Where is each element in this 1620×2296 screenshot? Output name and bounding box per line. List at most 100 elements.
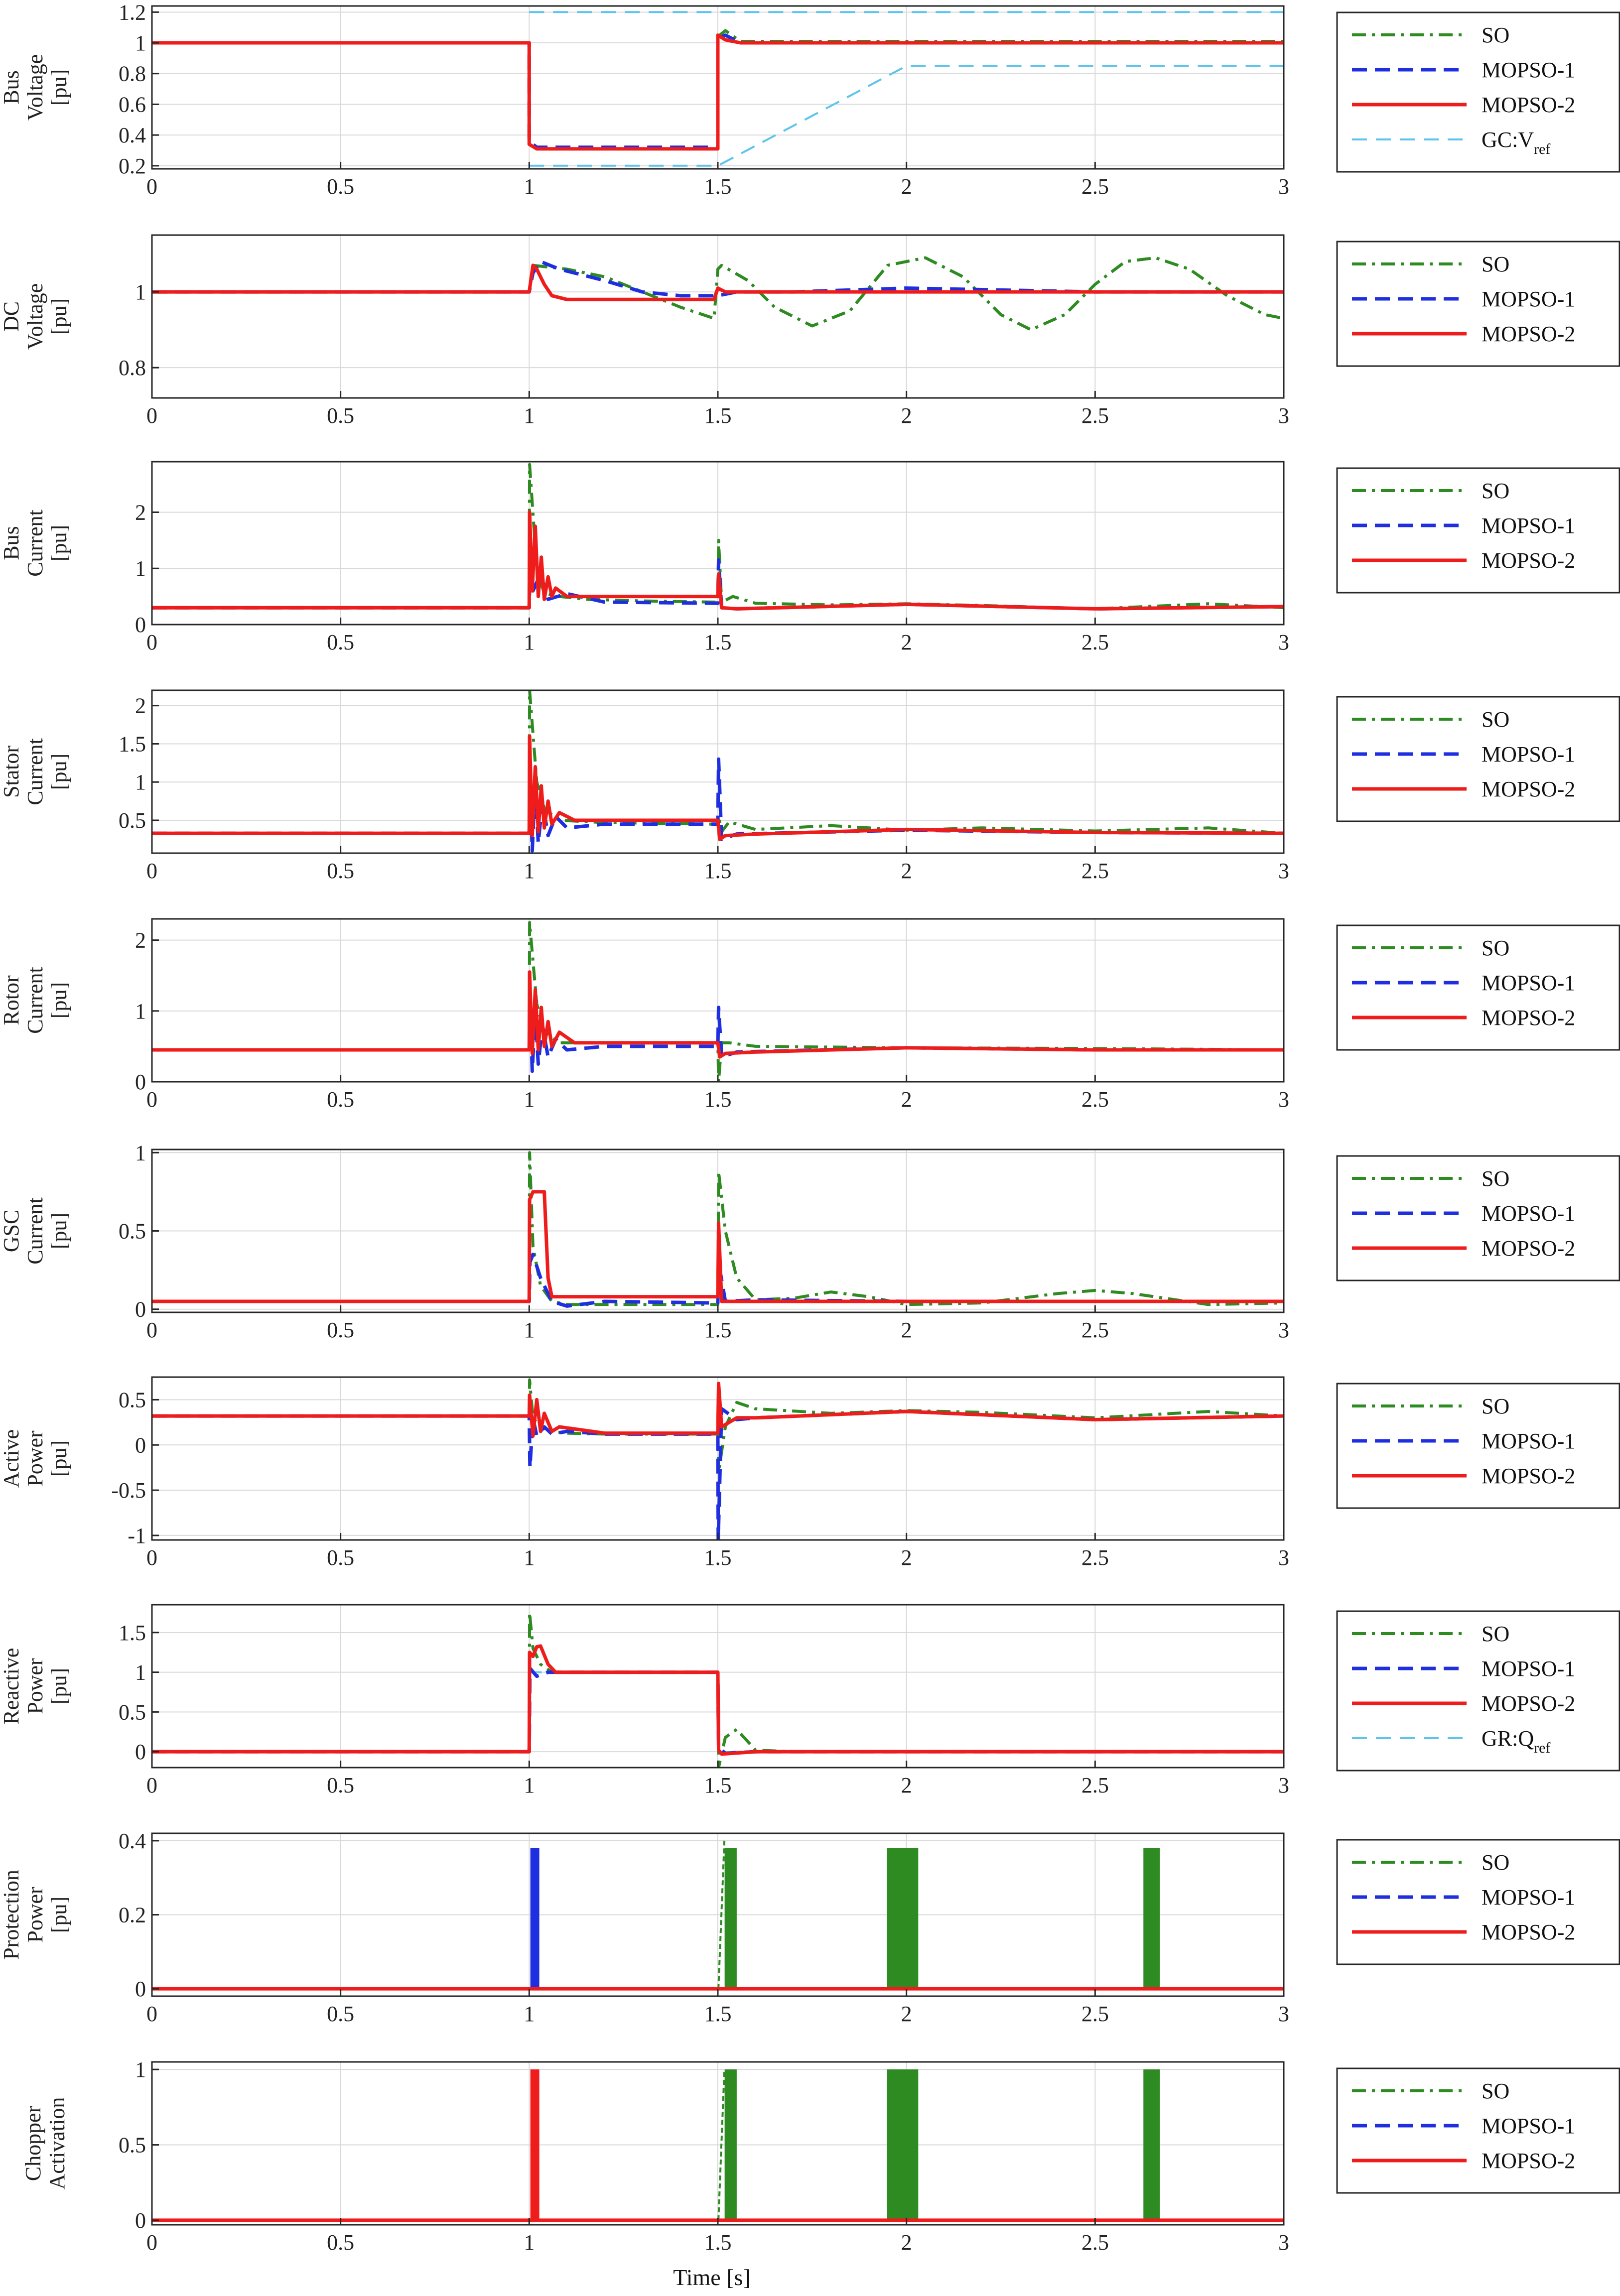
legend-label: MOPSO-2	[1482, 93, 1575, 117]
legend-label: SO	[1482, 479, 1509, 503]
legend-label: MOPSO-1	[1482, 1885, 1575, 1910]
x-tick-label: 3	[1278, 859, 1289, 883]
x-tick-label: 0.5	[327, 2230, 354, 2255]
x-tick-label: 0.5	[327, 859, 354, 883]
x-tick-label: 2	[901, 630, 912, 654]
x-tick-label: 2.5	[1081, 1545, 1109, 1570]
y-axis-label: GSC	[0, 1210, 23, 1253]
y-axis-label: Active	[0, 1429, 23, 1488]
legend-label: MOPSO-2	[1482, 1464, 1575, 1488]
x-tick-label: 0	[146, 174, 157, 199]
burst-mopso-2	[531, 2069, 539, 2220]
x-tick-label: 2	[901, 859, 912, 883]
legend-box	[1336, 467, 1620, 594]
x-tick-label: 0	[146, 2002, 157, 2026]
legend-box	[1336, 924, 1620, 1051]
y-axis-label: Reactive	[0, 1648, 23, 1725]
legend-box	[1336, 241, 1620, 367]
burst-spike	[717, 2069, 726, 2220]
y-tick-label: 0	[135, 1977, 146, 2001]
legend-label: MOPSO-2	[1482, 1006, 1575, 1030]
x-tick-label: 2.5	[1081, 1087, 1109, 1112]
y-axis-label: Bus	[0, 526, 23, 560]
x-tick-label: 3	[1278, 1773, 1289, 1797]
y-tick-label: 0.5	[119, 1700, 146, 1724]
y-axis-label: Current	[23, 1197, 47, 1264]
y-tick-label: 0	[135, 1433, 146, 1457]
x-tick-label: 1.5	[704, 1087, 732, 1112]
series-group	[152, 1378, 1284, 1540]
panel-bus_current: 0 0.5 1 1.5 2 2.5 3 0 1 2 Bus Current [pu]	[0, 461, 1289, 654]
x-tick-label: 1	[524, 630, 535, 654]
series-mopso-2	[152, 1382, 1284, 1438]
y-axis-label: Current	[23, 738, 47, 805]
y-axis-label: [pu]	[47, 298, 71, 335]
y-tick-label: -1	[128, 1524, 146, 1548]
x-tick-label: 3	[1278, 1318, 1289, 1342]
legend-box	[1336, 1610, 1620, 1772]
legend-label: MOPSO-1	[1482, 1429, 1575, 1453]
panel-gsc_current: 0 0.5 1 1.5 2 2.5 3 0 0.5 1 GSC Current [pu]	[0, 1141, 1289, 1342]
legend-label: MOPSO-2	[1482, 2149, 1575, 2173]
x-tick-label: 0	[146, 630, 157, 654]
series-mopso-2	[152, 1644, 1284, 1756]
y-axis-label: Current	[23, 510, 47, 576]
burst-mopso-1	[531, 1848, 539, 1989]
x-tick-label: 0.5	[327, 403, 354, 428]
series-group	[152, 921, 1284, 1082]
y-tick-label: -0.5	[111, 1478, 146, 1503]
x-tick-label: 1.5	[704, 859, 732, 883]
legend-label: MOPSO-2	[1482, 1691, 1575, 1716]
y-axis-label: [pu]	[47, 69, 71, 106]
y-axis-label: DC	[0, 301, 23, 332]
x-tick-label: 1	[524, 1087, 535, 1112]
series-group	[152, 690, 1284, 853]
x-tick-label: 2	[901, 403, 912, 428]
x-tick-label: 0	[146, 1318, 157, 1342]
x-tick-label: 1	[524, 2230, 535, 2255]
x-tick-label: 0.5	[327, 1318, 354, 1342]
y-tick-label: 0.6	[119, 92, 146, 117]
legend-gsc_current: SO MOPSO-1 MOPSO-2	[1336, 1155, 1620, 1281]
y-axis-label: Power	[23, 1887, 47, 1943]
x-tick-label: 1.5	[704, 2230, 732, 2255]
x-tick-label: 2	[901, 1318, 912, 1342]
legend-protection_power: SO MOPSO-1 MOPSO-2	[1336, 1839, 1620, 1965]
y-tick-label: 0.5	[119, 1388, 146, 1412]
x-tick-label: 2	[901, 174, 912, 199]
x-tick-label: 2.5	[1081, 403, 1109, 428]
x-tick-label: 0	[146, 859, 157, 883]
y-tick-label: 1	[135, 1660, 146, 1685]
panel-dc_voltage: 0 0.5 1 1.5 2 2.5 3 0.8 1 DC Voltage [pu]	[0, 234, 1289, 428]
burst-spike	[717, 1840, 726, 1989]
y-axis-label: Power	[23, 1658, 47, 1714]
y-axis-label: Voltage	[23, 283, 47, 350]
y-tick-label: 0	[135, 1740, 146, 1764]
x-tick-label: 1	[524, 2002, 535, 2026]
y-tick-label: 0.5	[119, 2133, 146, 2158]
legend-label: SO	[1482, 1166, 1509, 1191]
legend-label: MOPSO-2	[1482, 1920, 1575, 1944]
y-tick-label: 1	[135, 1141, 146, 1165]
x-tick-label: 1.5	[704, 630, 732, 654]
series-group	[152, 1611, 1284, 1768]
y-axis-label: Bus	[0, 70, 23, 104]
y-tick-label: 0	[135, 613, 146, 637]
x-tick-label: 2.5	[1081, 630, 1109, 654]
x-tick-label: 2.5	[1081, 1773, 1109, 1797]
y-tick-label: 1	[135, 31, 146, 55]
x-tick-label: 2	[901, 1773, 912, 1797]
legend-label: SO	[1482, 252, 1509, 276]
y-tick-label: 1.5	[119, 732, 146, 756]
legend-label: MOPSO-1	[1482, 971, 1575, 995]
panel-stator_current: 0 0.5 1 1.5 2 2.5 3 0.5 1 1.5 2 Stator Current [pu]	[0, 689, 1289, 883]
legend-box	[1336, 1155, 1620, 1281]
y-tick-label: 0.2	[119, 1903, 146, 1927]
legend-label: MOPSO-1	[1482, 1657, 1575, 1681]
x-tick-label: 2.5	[1081, 2002, 1109, 2026]
series-so	[152, 256, 1284, 332]
y-axis-label: [pu]	[47, 1668, 71, 1704]
panel-reactive_power: 0 0.5 1 1.5 2 2.5 3 0 0.5 1 1.5 Reactive Power [pu]	[0, 1604, 1289, 1797]
